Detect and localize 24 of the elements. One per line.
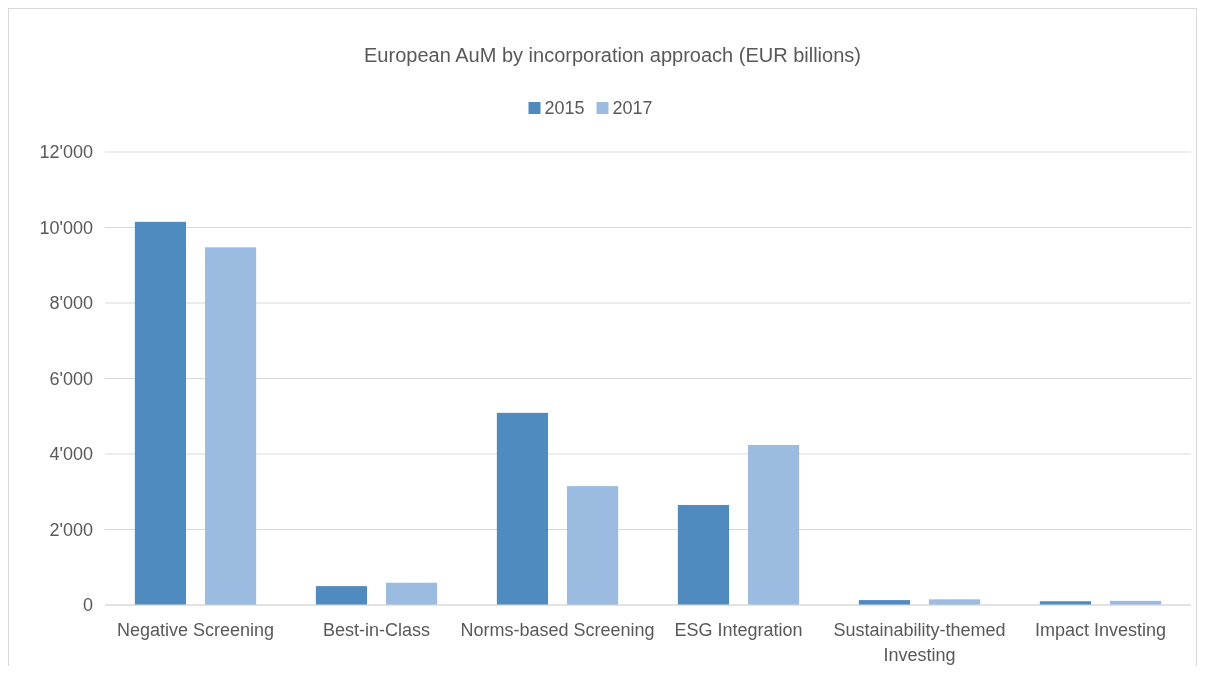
x-tick-label: Negative Screening (116, 620, 275, 640)
x-tick-label: Impact Investing (1034, 620, 1167, 640)
chart-title: European AuM by incorporation approach (EUR billions) (364, 44, 861, 66)
legend-label: 2015 (544, 98, 585, 119)
bar (496, 412, 549, 605)
y-tick-label: 2'000 (49, 519, 93, 540)
x-tick-label: Best-in-Class (322, 620, 431, 640)
y-tick-label: 12'000 (39, 142, 93, 163)
y-tick-label: 6'000 (49, 368, 93, 389)
x-tick-label: ESG Integration (674, 620, 803, 640)
y-tick-label: 10'000 (39, 217, 93, 238)
bar (566, 486, 619, 605)
x-tick-label: Sustainability-themed Investing (833, 620, 1006, 665)
y-tick-label: 8'000 (49, 293, 93, 314)
y-tick-label: 4'000 (49, 444, 93, 465)
bar (315, 586, 368, 605)
legend-label: 2017 (612, 98, 653, 119)
bar (204, 247, 257, 605)
y-tick-label: 0 (82, 595, 93, 616)
bar (385, 582, 438, 605)
bar (677, 504, 730, 605)
x-tick-label: Norms-based Screening (460, 620, 655, 640)
bar (134, 221, 187, 605)
bar (747, 444, 800, 605)
